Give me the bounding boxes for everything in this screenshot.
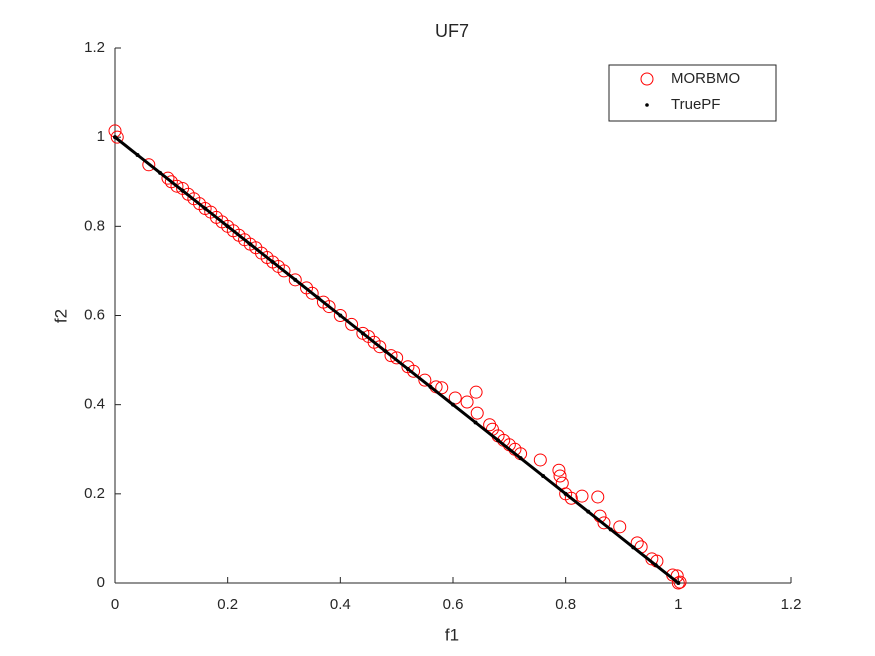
- marker: [305, 286, 319, 300]
- marker: [277, 264, 291, 278]
- marker: [591, 490, 605, 504]
- marker: [676, 581, 681, 585]
- x-axis-label: f1: [445, 625, 459, 644]
- marker: [451, 402, 455, 407]
- marker: [405, 367, 410, 371]
- y-axis-label: f2: [51, 309, 70, 323]
- x-tick-label: 0.4: [330, 596, 351, 613]
- marker: [170, 179, 184, 193]
- marker: [180, 188, 185, 193]
- y-tick-label: 1.2: [84, 39, 105, 56]
- marker: [360, 331, 365, 336]
- marker: [203, 206, 208, 211]
- marker: [345, 317, 359, 331]
- marker: [653, 563, 658, 568]
- marker: [158, 170, 163, 175]
- marker: [161, 171, 175, 185]
- marker: [460, 395, 474, 409]
- marker: [552, 463, 566, 477]
- marker: [288, 273, 302, 287]
- marker: [448, 391, 462, 405]
- marker: [671, 576, 685, 590]
- marker: [483, 418, 497, 432]
- legend-box: [608, 64, 777, 122]
- legend-label: TruePF: [671, 96, 720, 113]
- marker: [469, 385, 483, 399]
- marker: [135, 153, 140, 157]
- marker: [597, 516, 611, 530]
- y-tick-label: 0.2: [84, 485, 105, 502]
- marker: [564, 491, 578, 505]
- x-tick-label: 0: [111, 596, 119, 613]
- x-tick-label: 1: [674, 596, 682, 613]
- marker: [322, 300, 336, 314]
- marker: [418, 373, 432, 387]
- marker: [435, 381, 449, 395]
- marker: [390, 351, 404, 365]
- legend-marker: [640, 72, 654, 86]
- marker: [338, 313, 343, 318]
- y-tick-label: 0.8: [84, 217, 105, 234]
- series-line: [114, 135, 680, 585]
- marker: [225, 224, 230, 229]
- marker: [541, 474, 546, 478]
- marker: [407, 364, 421, 378]
- marker: [470, 406, 484, 420]
- x-tick-label: 0.2: [217, 596, 238, 613]
- marker: [333, 309, 347, 322]
- marker: [373, 340, 387, 354]
- y-tick-label: 1: [97, 128, 105, 145]
- legend-marker: [645, 103, 649, 107]
- marker: [563, 491, 568, 496]
- y-tick-label: 0: [97, 574, 105, 591]
- y-tick-label: 0.6: [84, 306, 105, 323]
- marker: [384, 349, 398, 363]
- legend-label: MORBMO: [671, 70, 740, 87]
- x-tick-label: 0.6: [443, 596, 464, 613]
- x-tick-label: 1.2: [781, 596, 802, 613]
- marker: [473, 420, 478, 425]
- marker: [533, 453, 547, 467]
- marker: [293, 277, 298, 282]
- marker: [608, 527, 613, 532]
- marker: [110, 130, 124, 144]
- marker: [248, 242, 253, 247]
- marker: [270, 260, 275, 264]
- marker: [496, 438, 501, 443]
- marker: [631, 545, 636, 550]
- marker: [613, 520, 627, 534]
- marker: [673, 575, 687, 589]
- marker: [575, 489, 589, 503]
- marker: [113, 135, 117, 140]
- chart-title: UF7: [435, 21, 469, 41]
- marker: [553, 469, 567, 483]
- marker: [315, 295, 320, 300]
- marker: [518, 456, 523, 461]
- marker: [383, 349, 388, 354]
- y-tick-label: 0.4: [84, 396, 105, 413]
- marker: [428, 384, 433, 389]
- marker: [142, 158, 156, 172]
- marker: [586, 509, 591, 514]
- x-tick-label: 0.8: [555, 596, 576, 613]
